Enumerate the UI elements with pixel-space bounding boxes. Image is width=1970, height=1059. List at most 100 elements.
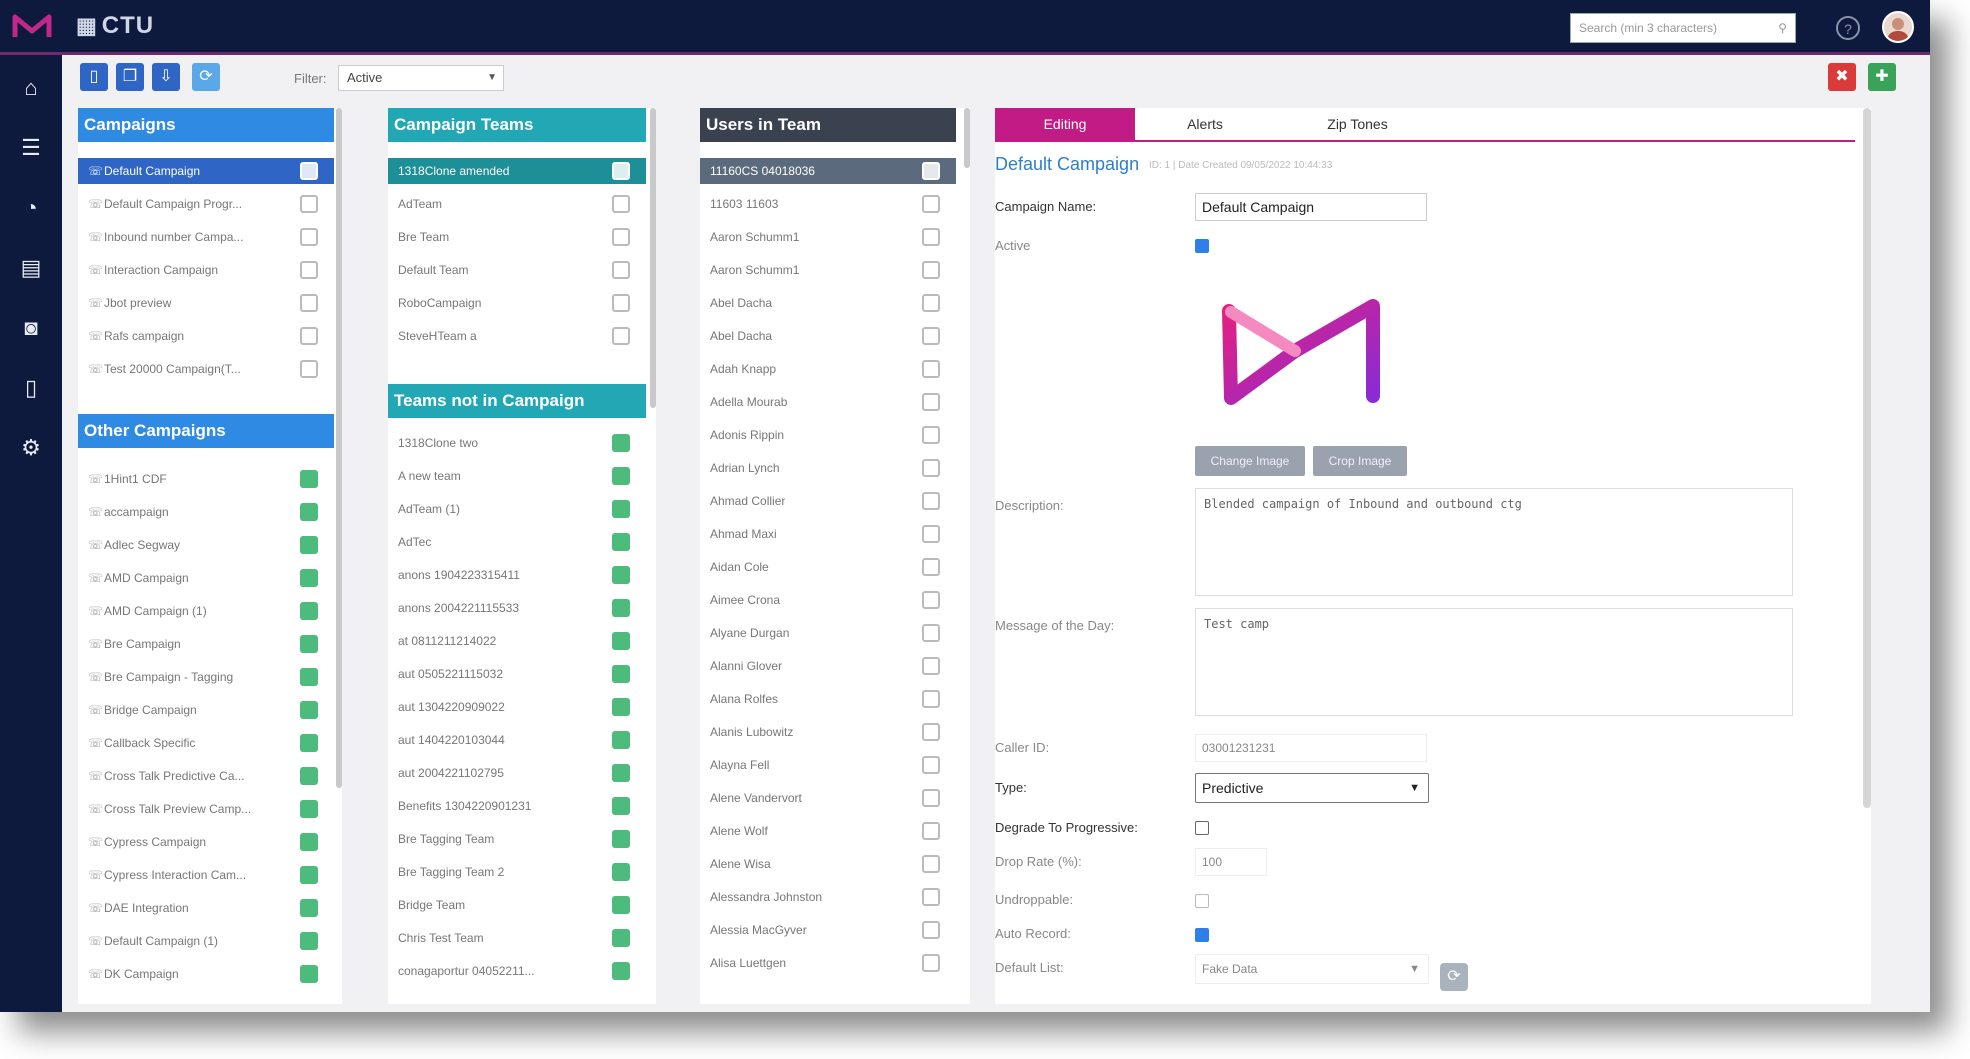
- add-checkbox[interactable]: [612, 764, 630, 782]
- drop-rate-input[interactable]: 100: [1195, 848, 1267, 876]
- brand-logo[interactable]: ▦ CTU: [76, 12, 154, 40]
- user-item[interactable]: Alanni Glover: [700, 653, 956, 679]
- add-checkbox[interactable]: [300, 470, 318, 488]
- other-campaign-item[interactable]: ☏Bre Campaign: [78, 631, 334, 657]
- other-campaign-item[interactable]: ☏Default Campaign (1): [78, 928, 334, 954]
- user-item[interactable]: Alene Wolf: [700, 818, 956, 844]
- campaign-item[interactable]: ☏Test 20000 Campaign(T...: [78, 356, 334, 382]
- delete-user-button[interactable]: ✖: [1828, 63, 1856, 91]
- team-not-in-campaign-item[interactable]: Bridge Team: [388, 892, 646, 918]
- campaign-team-item[interactable]: SteveHTeam a: [388, 323, 646, 349]
- tab-zip-tones[interactable]: Zip Tones: [1327, 116, 1388, 132]
- undroppable-checkbox[interactable]: [1195, 894, 1209, 908]
- item-checkbox[interactable]: [922, 558, 940, 576]
- item-checkbox[interactable]: [922, 690, 940, 708]
- add-checkbox[interactable]: [612, 566, 630, 584]
- add-checkbox[interactable]: [300, 569, 318, 587]
- item-checkbox[interactable]: [300, 228, 318, 246]
- campaign-team-item[interactable]: RoboCampaign: [388, 290, 646, 316]
- item-checkbox[interactable]: [922, 591, 940, 609]
- other-campaign-item[interactable]: ☏AMD Campaign (1): [78, 598, 334, 624]
- add-checkbox[interactable]: [300, 734, 318, 752]
- auto-record-checkbox[interactable]: [1195, 928, 1209, 942]
- new-document-button[interactable]: ▯: [80, 63, 108, 91]
- active-checkbox[interactable]: [1195, 239, 1209, 253]
- add-checkbox[interactable]: [300, 635, 318, 653]
- item-checkbox[interactable]: [922, 162, 940, 180]
- campaign-item[interactable]: ☏Inbound number Campa...: [78, 224, 334, 250]
- add-checkbox[interactable]: [612, 632, 630, 650]
- item-checkbox[interactable]: [300, 195, 318, 213]
- other-campaign-item[interactable]: ☏AMD Campaign: [78, 565, 334, 591]
- campaign-item[interactable]: ☏Default Campaign Progr...: [78, 191, 334, 217]
- team-not-in-campaign-item[interactable]: conagaportur 04052211...: [388, 958, 646, 984]
- item-checkbox[interactable]: [922, 294, 940, 312]
- team-not-in-campaign-item[interactable]: A new team: [388, 463, 646, 489]
- user-item[interactable]: Aaron Schumm1: [700, 257, 956, 283]
- degrade-checkbox[interactable]: [1195, 821, 1209, 835]
- item-checkbox[interactable]: [922, 789, 940, 807]
- other-campaign-item[interactable]: ☏Adlec Segway: [78, 532, 334, 558]
- other-campaign-item[interactable]: ☏accampaign: [78, 499, 334, 525]
- user-item[interactable]: Adella Mourab: [700, 389, 956, 415]
- add-checkbox[interactable]: [300, 833, 318, 851]
- item-checkbox[interactable]: [922, 921, 940, 939]
- item-checkbox[interactable]: [922, 756, 940, 774]
- export-button[interactable]: ⇩: [152, 63, 180, 91]
- user-item[interactable]: Abel Dacha: [700, 290, 956, 316]
- add-checkbox[interactable]: [300, 536, 318, 554]
- user-item[interactable]: Adrian Lynch: [700, 455, 956, 481]
- add-checkbox[interactable]: [300, 899, 318, 917]
- other-campaign-item[interactable]: ☏1Hint1 CDF: [78, 466, 334, 492]
- user-item[interactable]: Alisa Luettgen: [700, 950, 956, 976]
- other-campaign-item[interactable]: ☏Callback Specific: [78, 730, 334, 756]
- user-item[interactable]: Ahmad Maxi: [700, 521, 956, 547]
- nav-list-icon[interactable]: ☰: [21, 135, 41, 160]
- item-checkbox[interactable]: [922, 228, 940, 246]
- item-checkbox[interactable]: [922, 855, 940, 873]
- user-item[interactable]: Alyane Durgan: [700, 620, 956, 646]
- user-item[interactable]: 11603 11603: [700, 191, 956, 217]
- add-checkbox[interactable]: [612, 500, 630, 518]
- item-checkbox[interactable]: [922, 393, 940, 411]
- users-scrollbar[interactable]: [964, 108, 970, 168]
- user-avatar[interactable]: [1882, 11, 1914, 43]
- add-checkbox[interactable]: [612, 830, 630, 848]
- item-checkbox[interactable]: [300, 360, 318, 378]
- add-checkbox[interactable]: [612, 962, 630, 980]
- user-item[interactable]: Aimee Crona: [700, 587, 956, 613]
- add-checkbox[interactable]: [612, 896, 630, 914]
- other-campaign-item[interactable]: ☏Cross Talk Preview Camp...: [78, 796, 334, 822]
- team-not-in-campaign-item[interactable]: Bre Tagging Team: [388, 826, 646, 852]
- editor-scrollbar[interactable]: [1863, 108, 1871, 808]
- campaign-team-item[interactable]: Default Team: [388, 257, 646, 283]
- add-checkbox[interactable]: [612, 434, 630, 452]
- campaign-name-input[interactable]: Default Campaign: [1195, 193, 1427, 221]
- item-checkbox[interactable]: [922, 492, 940, 510]
- crop-image-button[interactable]: Crop Image: [1313, 446, 1407, 476]
- user-item[interactable]: Alene Wisa: [700, 851, 956, 877]
- item-checkbox[interactable]: [612, 327, 630, 345]
- team-not-in-campaign-item[interactable]: aut 0505221115032: [388, 661, 646, 687]
- app-logo-icon[interactable]: [12, 13, 52, 41]
- other-campaign-item[interactable]: ☏Cypress Interaction Cam...: [78, 862, 334, 888]
- other-campaign-item[interactable]: ☏DAE Integration: [78, 895, 334, 921]
- campaign-team-item[interactable]: AdTeam: [388, 191, 646, 217]
- item-checkbox[interactable]: [922, 624, 940, 642]
- item-checkbox[interactable]: [922, 525, 940, 543]
- team-not-in-campaign-item[interactable]: 1318Clone two: [388, 430, 646, 456]
- other-campaign-item[interactable]: ☏Bre Campaign - Tagging: [78, 664, 334, 690]
- user-item[interactable]: Adah Knapp: [700, 356, 956, 382]
- add-checkbox[interactable]: [300, 932, 318, 950]
- team-not-in-campaign-item[interactable]: aut 1304220909022: [388, 694, 646, 720]
- user-item[interactable]: Alessia MacGyver: [700, 917, 956, 943]
- item-checkbox[interactable]: [612, 162, 630, 180]
- motd-textarea[interactable]: Test camp: [1195, 608, 1793, 716]
- item-checkbox[interactable]: [612, 228, 630, 246]
- user-item[interactable]: Alessandra Johnston: [700, 884, 956, 910]
- add-campaign-button[interactable]: ✚: [1868, 63, 1896, 91]
- item-checkbox[interactable]: [922, 195, 940, 213]
- add-checkbox[interactable]: [300, 602, 318, 620]
- add-checkbox[interactable]: [612, 863, 630, 881]
- campaign-team-item[interactable]: Bre Team: [388, 224, 646, 250]
